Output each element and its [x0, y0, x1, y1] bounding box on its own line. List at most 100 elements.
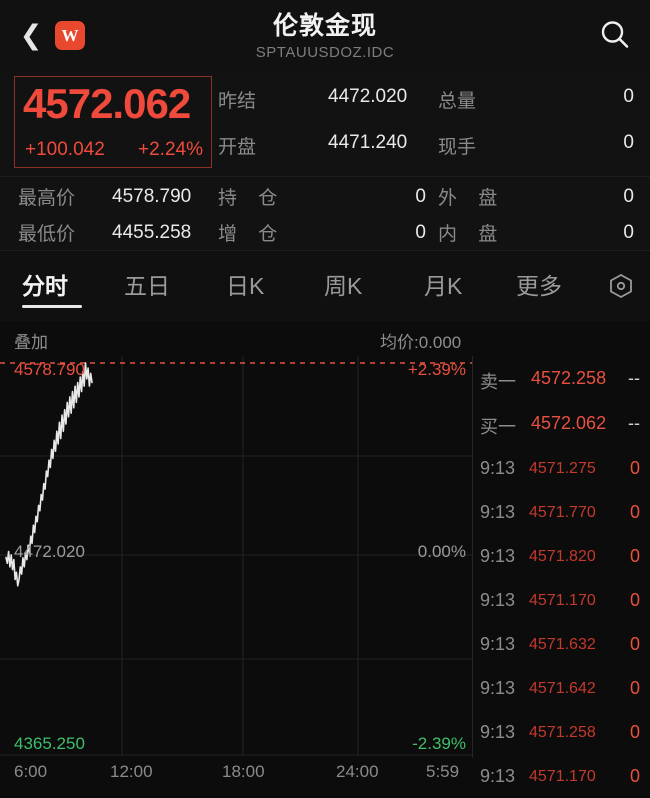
chart-pct-label-high: +2.39% — [407, 360, 466, 379]
chart-avg-price-label: 均价:0.000 — [380, 333, 462, 352]
chart-price-line — [5, 362, 93, 587]
chart-pct-label-low: -2.39% — [412, 734, 466, 753]
trade-time: 9:13 — [480, 590, 516, 610]
trade-price: 4571.258 — [529, 724, 596, 741]
x-tick-1: 12:00 — [110, 762, 153, 781]
hexagon-settings-icon[interactable] — [606, 271, 636, 301]
table-row[interactable]: 9:13 4571.275 0 — [473, 446, 650, 490]
stat-inner-value: 0 — [623, 221, 634, 243]
trade-time: 9:13 — [480, 766, 516, 786]
stat-low-value: 4455.258 — [112, 221, 192, 243]
trade-volume: 0 — [629, 590, 640, 610]
intraday-chart[interactable]: 4578.790 +2.39% 4472.020 0.00% 4365.250 … — [0, 356, 472, 756]
stat-current-lot-value-wrap: 0 — [623, 132, 634, 154]
stat-open-label-wrap: 开盘 — [218, 132, 256, 159]
stat-low-label: 最低价 — [18, 224, 76, 245]
ask-price: 4572.258 — [531, 368, 607, 388]
stat-prev-close-label: 昨结 — [218, 91, 257, 112]
table-row[interactable]: 9:13 4571.820 0 — [473, 534, 650, 578]
x-tick-4: 5:59 — [426, 762, 460, 781]
order-book: 卖一 4572.258 -- 买一 4572.062 -- — [473, 356, 650, 446]
panel-divider — [472, 356, 473, 758]
orderbook-trades-panel: 卖一 4572.258 -- 买一 4572.062 -- 9:13 4571.… — [473, 356, 650, 794]
chart-y-label-low: 4365.250 — [14, 734, 85, 753]
trade-time: 9:13 — [480, 722, 516, 742]
table-row[interactable]: 9:13 4571.770 0 — [473, 490, 650, 534]
trade-price: 4571.170 — [529, 768, 596, 785]
trade-time: 9:13 — [480, 546, 516, 566]
trade-volume: 0 — [629, 458, 640, 478]
chart-canvas — [0, 356, 472, 756]
stat-high-label: 最高价 — [18, 188, 76, 209]
stat-outer-value: 0 — [623, 185, 634, 207]
trade-tick-list[interactable]: 9:13 4571.275 0 9:13 4571.770 0 9:13 457… — [473, 446, 650, 794]
tab-week-k[interactable]: 周K — [324, 273, 363, 299]
ask-label: 卖一 — [480, 372, 516, 392]
stat-current-lot-label: 现手 — [438, 137, 477, 158]
page-title: 伦敦金现 — [272, 12, 377, 40]
x-tick-0: 6:00 — [14, 762, 48, 781]
bid-label: 买一 — [480, 417, 516, 437]
stat-outer-label: 外 盘 — [438, 188, 506, 209]
chart-pct-label-mid: 0.00% — [417, 542, 466, 561]
table-row[interactable]: 9:13 4571.642 0 — [473, 666, 650, 710]
stat-prev-close-value-wrap: 4472.020 — [328, 86, 407, 108]
trade-volume: 0 — [629, 678, 640, 698]
trade-time: 9:13 — [480, 678, 516, 698]
x-tick-3: 24:00 — [336, 762, 379, 781]
trade-volume: 0 — [629, 502, 640, 522]
table-row[interactable]: 9:13 4571.258 0 — [473, 710, 650, 754]
trade-volume: 0 — [629, 546, 640, 566]
trade-volume: 0 — [629, 722, 640, 742]
stat-current-lot-value: 0 — [623, 132, 634, 153]
stat-position-change-label: 增 仓 — [218, 224, 286, 245]
trade-price: 4571.632 — [529, 636, 596, 653]
trade-price: 4571.820 — [529, 548, 596, 565]
table-row[interactable]: 9:13 4571.632 0 — [473, 622, 650, 666]
bid-qty: -- — [628, 413, 640, 433]
order-book-row-ask[interactable]: 卖一 4572.258 -- — [473, 356, 650, 401]
stat-open-value-wrap: 4471.240 — [328, 132, 407, 154]
chevron-left-icon[interactable]: ❮ — [19, 19, 43, 50]
chart-overlay-button[interactable]: 叠加 — [14, 333, 48, 352]
table-row[interactable]: 9:13 4571.170 0 — [473, 754, 650, 798]
trade-price: 4571.275 — [529, 460, 596, 477]
trade-price: 4571.770 — [529, 504, 596, 521]
stat-total-volume-value: 0 — [623, 86, 634, 107]
chart-tabbar: 分时 五日 日K 周K 月K 更多 — [0, 250, 650, 321]
chart-y-label-high: 4578.790 — [14, 360, 85, 379]
trade-time: 9:13 — [480, 634, 516, 654]
trade-time: 9:13 — [480, 458, 516, 478]
quote-secondary-grid: 最高价 4578.790 持 仓 0 外 盘 0 最低价 4455.258 增 … — [0, 176, 650, 250]
search-icon[interactable] — [598, 18, 632, 52]
price-highlight-box[interactable]: 4572.062 +100.042 +2.24% — [14, 76, 212, 168]
tab-month-k[interactable]: 月K — [424, 273, 463, 299]
app-logo-label: W — [61, 26, 79, 45]
app-header: ❮ W 伦敦金现 SPTAUUSDOZ.IDC — [0, 0, 650, 70]
trade-volume: 0 — [629, 634, 640, 654]
stat-total-volume-label-wrap: 总量 — [438, 86, 476, 113]
tab-fenshi[interactable]: 分时 — [22, 273, 68, 299]
stat-open-value: 4471.240 — [328, 132, 408, 153]
stat-inner-label: 内 盘 — [438, 224, 506, 245]
trade-price: 4571.170 — [529, 592, 596, 609]
stat-total-volume-label: 总量 — [438, 91, 477, 112]
bid-price: 4572.062 — [531, 413, 607, 433]
stat-position-value: 0 — [415, 185, 426, 207]
tab-day-k[interactable]: 日K — [226, 273, 265, 299]
trade-time: 9:13 — [480, 502, 516, 522]
order-book-row-bid[interactable]: 买一 4572.062 -- — [473, 401, 650, 446]
chart-x-axis: 6:00 12:00 18:00 24:00 5:59 — [0, 756, 472, 794]
price-change-percent: +2.24% — [138, 139, 203, 160]
app-logo[interactable]: W — [55, 21, 85, 50]
chart-y-label-mid: 4472.020 — [14, 542, 85, 561]
tab-five-day[interactable]: 五日 — [124, 273, 170, 299]
x-tick-2: 18:00 — [222, 762, 265, 781]
table-row[interactable]: 9:13 4571.170 0 — [473, 578, 650, 622]
stat-current-lot-label-wrap: 现手 — [438, 132, 476, 159]
quote-row-high: 最高价 4578.790 持 仓 0 外 盘 0 — [0, 178, 650, 215]
tab-more[interactable]: 更多 — [516, 273, 562, 299]
chart-gridlines — [0, 356, 472, 756]
last-price: 4572.062 — [23, 80, 191, 127]
